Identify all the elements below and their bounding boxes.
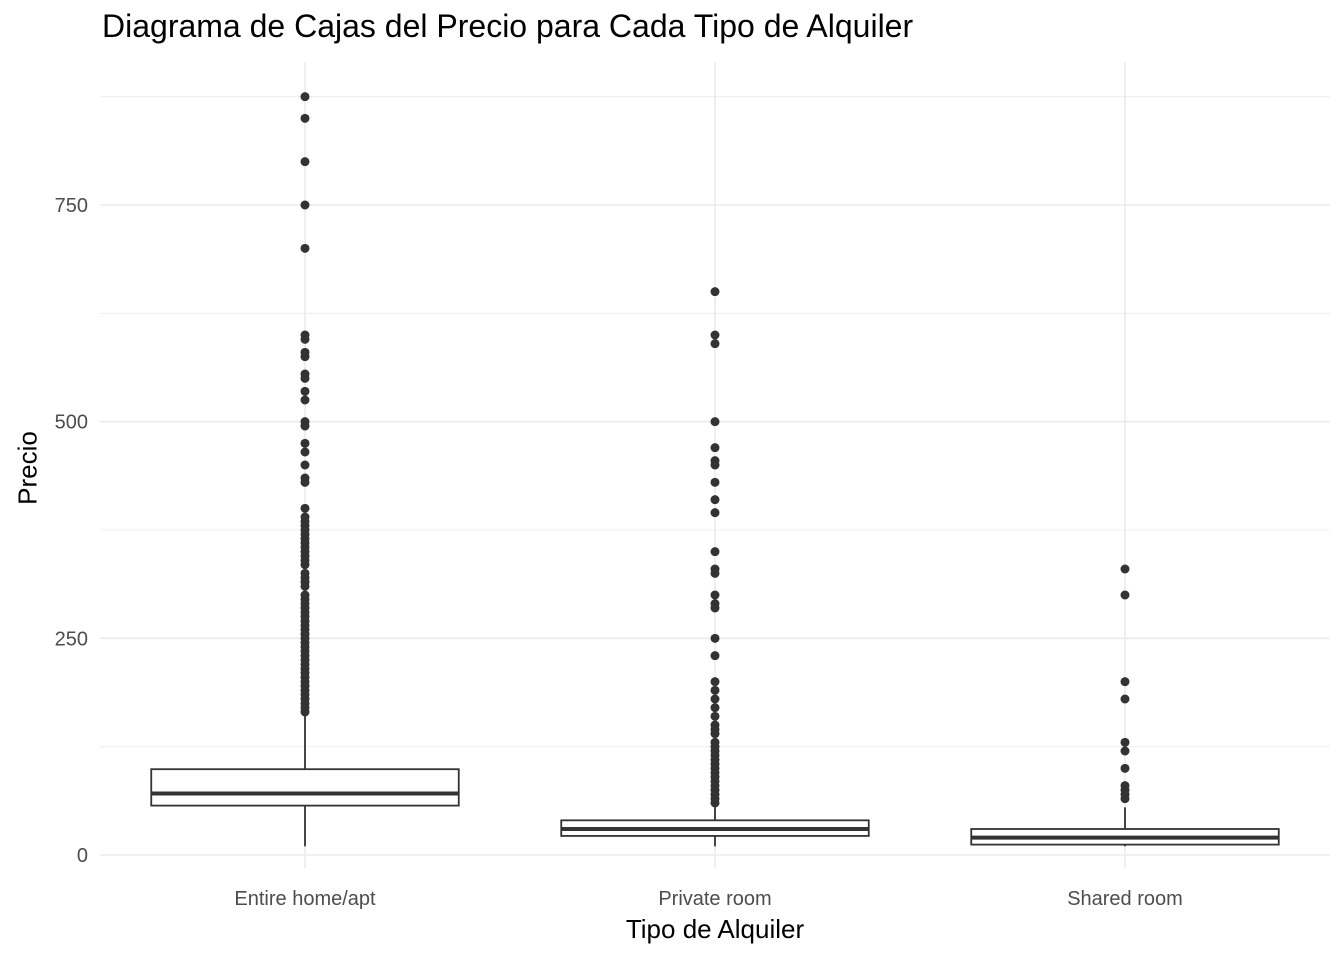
chart-title: Diagrama de Cajas del Precio para Cada T… [102,8,914,44]
outlier-point [300,352,310,362]
outlier-point [710,677,720,687]
outlier-point [1120,564,1130,574]
outlier-point [300,373,310,383]
outlier-point [710,711,720,721]
outlier-point [300,560,310,570]
outlier-point [300,503,310,513]
outlier-point [300,477,310,487]
outlier-point [300,707,310,717]
outlier-point [710,729,720,739]
boxes [150,712,1280,847]
outlier-point [300,113,310,123]
outlier-point [710,495,720,505]
outlier-point [710,603,720,613]
y-tick-label: 500 [55,412,88,434]
outlier-point [300,92,310,102]
outlier-point [710,798,720,808]
outlier-point [710,685,720,695]
outlier-point [710,703,720,713]
y-tick-label: 0 [77,845,88,867]
outlier-point [710,633,720,643]
outlier-point [300,460,310,470]
outlier-point [710,330,720,340]
outlier-point [1120,794,1130,804]
outlier-point [710,417,720,427]
outlier-point [1120,763,1130,773]
box [150,768,460,807]
outlier-point [710,443,720,453]
outlier-point [710,694,720,704]
tick-labels: 0 250 500 750 Entire home/apt Private room Sha… [55,195,1183,910]
outlier-point [710,460,720,470]
outlier-point [710,547,720,557]
outlier-point [1120,677,1130,687]
y-tick-label: 750 [55,195,88,217]
outlier-point [300,243,310,253]
outlier-point [300,200,310,210]
outlier-point [710,508,720,518]
x-axis-label: Tipo de Alquiler [625,914,805,944]
outlier-point [710,477,720,487]
outlier-point [710,287,720,297]
outlier-point [300,421,310,431]
outlier-point [1120,737,1130,747]
outlier-point [1120,694,1130,704]
outlier-point [710,568,720,578]
outlier-point [710,590,720,600]
x-tick-label: Shared room [1067,888,1183,910]
outlier-point [300,581,310,591]
outlier-point [300,447,310,457]
outlier-point [1120,590,1130,600]
outlier-point [300,386,310,396]
outlier-point [300,438,310,448]
x-tick-label: Entire home/apt [234,888,376,910]
outlier-point [710,339,720,349]
outlier-point [1120,746,1130,756]
y-tick-label: 250 [55,628,88,650]
outlier-point [300,157,310,167]
outlier-point [300,395,310,405]
x-tick-label: Private room [658,888,771,910]
outlier-point [300,334,310,344]
outlier-point [710,651,720,661]
outlier-points [300,92,1130,808]
